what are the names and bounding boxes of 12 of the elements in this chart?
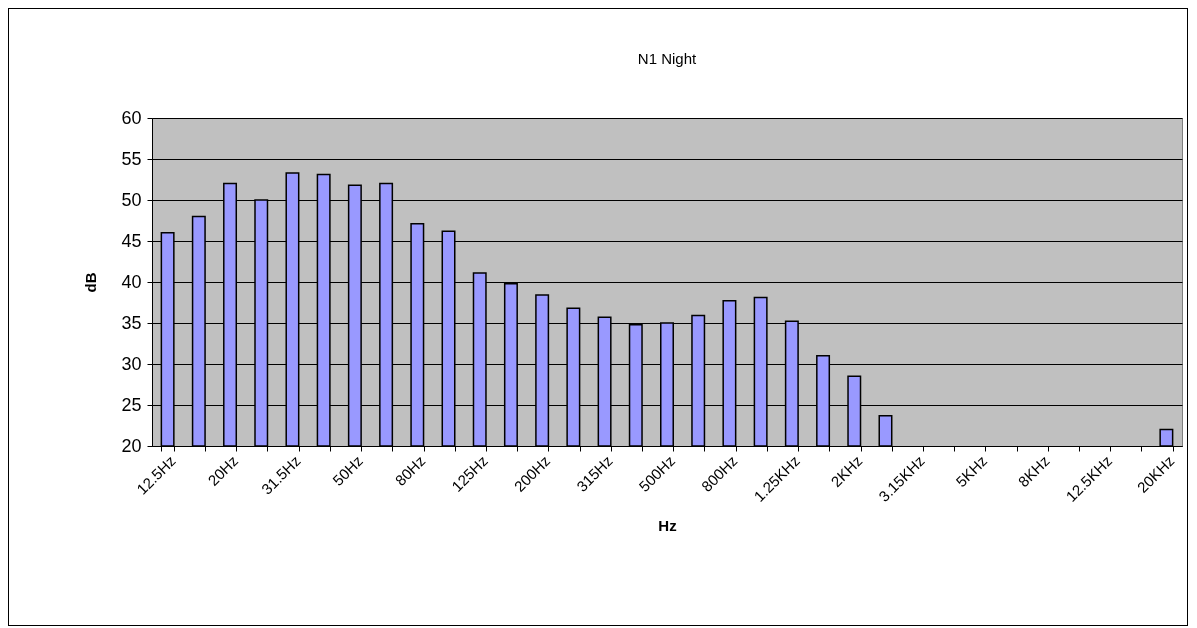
y-tick-label: 25 bbox=[121, 394, 142, 415]
y-tick-label: 45 bbox=[121, 230, 142, 251]
y-tick-label: 35 bbox=[121, 312, 142, 333]
y-tick-label: 60 bbox=[121, 107, 142, 128]
y-tick-label: 30 bbox=[121, 353, 142, 374]
y-tick-label: 55 bbox=[121, 148, 142, 169]
y-tick-label: 20 bbox=[121, 435, 142, 456]
y-tick-label: 40 bbox=[121, 271, 142, 292]
y-tick-label: 50 bbox=[121, 189, 142, 210]
y-axis-title: dB bbox=[82, 272, 100, 293]
x-axis-title: Hz bbox=[658, 516, 677, 534]
chart-title: N1 Night bbox=[637, 50, 698, 67]
